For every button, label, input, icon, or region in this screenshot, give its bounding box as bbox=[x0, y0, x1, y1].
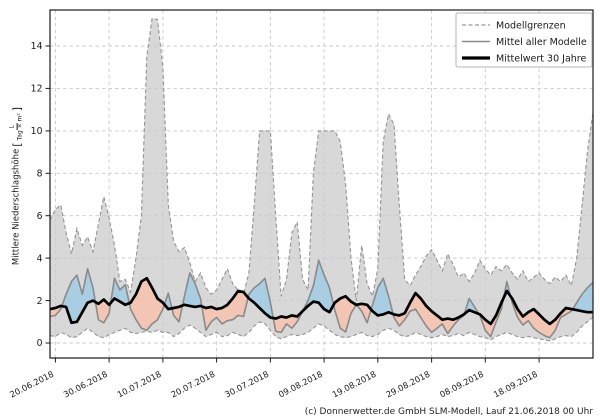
svg-text:6: 6 bbox=[37, 211, 43, 222]
svg-text:20.06.2018: 20.06.2018 bbox=[8, 369, 55, 400]
legend-entry: Mittelwert 30 Jahre bbox=[462, 53, 586, 64]
svg-text:08.09.2018: 08.09.2018 bbox=[438, 369, 485, 400]
y-axis-label: Mittlere Niederschlagshöhe [ L Tag × m² … bbox=[9, 106, 25, 266]
svg-text:20.07.2018: 20.07.2018 bbox=[169, 369, 216, 400]
axes-frame bbox=[49, 9, 594, 359]
model-range-band bbox=[50, 18, 593, 341]
svg-text:10: 10 bbox=[31, 126, 43, 137]
x-axis-tick-labels: 20.06.2018 30.06.2018 10.07.2018 20.07.2018… bbox=[8, 369, 539, 400]
y-axis-ticks bbox=[45, 45, 50, 344]
legend-entry: Modellgrenzen bbox=[462, 20, 566, 31]
svg-text:0: 0 bbox=[37, 338, 43, 349]
svg-text:4: 4 bbox=[37, 253, 43, 264]
unit-denominator: Tag × m² bbox=[16, 113, 24, 141]
unit-bracket-open: [ bbox=[10, 142, 24, 147]
y-axis-label-text: Mittlere Niederschlagshöhe bbox=[12, 148, 22, 266]
svg-text:30.06.2018: 30.06.2018 bbox=[62, 369, 109, 400]
svg-text:Mittel aller Modelle: Mittel aller Modelle bbox=[496, 37, 587, 48]
x-axis-ticks bbox=[54, 358, 540, 363]
norm-30y-line bbox=[50, 276, 593, 326]
model-range-boundaries bbox=[50, 17, 593, 342]
svg-text:12: 12 bbox=[31, 84, 43, 95]
svg-text:19.08.2018: 19.08.2018 bbox=[330, 369, 377, 400]
legend: Modellgrenzen Mittel aller Modelle Mittelw… bbox=[455, 12, 593, 68]
svg-text:Mittelwert 30 Jahre: Mittelwert 30 Jahre bbox=[496, 53, 586, 64]
unit-fraction: L Tag × m² bbox=[9, 113, 25, 141]
copyright-caption: (c) Donnerwetter.de GmbH SLM-Modell, Lau… bbox=[304, 407, 593, 417]
svg-text:30.07.2018: 30.07.2018 bbox=[223, 369, 270, 400]
svg-text:Modellgrenzen: Modellgrenzen bbox=[496, 20, 566, 31]
model-mean-line bbox=[50, 259, 593, 339]
svg-text:10.07.2018: 10.07.2018 bbox=[116, 369, 163, 400]
svg-text:2: 2 bbox=[37, 296, 43, 307]
above-normal-fill bbox=[50, 260, 593, 324]
svg-text:8: 8 bbox=[37, 169, 43, 180]
unit-bracket-close: ] bbox=[10, 106, 24, 112]
svg-text:18.09.2018: 18.09.2018 bbox=[492, 369, 539, 400]
svg-text:29.08.2018: 29.08.2018 bbox=[384, 369, 431, 400]
svg-text:09.08.2018: 09.08.2018 bbox=[277, 369, 324, 400]
legend-entry: Mittel aller Modelle bbox=[462, 37, 587, 48]
svg-text:14: 14 bbox=[31, 41, 43, 52]
y-axis-tick-labels: 0 2 4 6 8 10 12 14 bbox=[31, 41, 43, 349]
